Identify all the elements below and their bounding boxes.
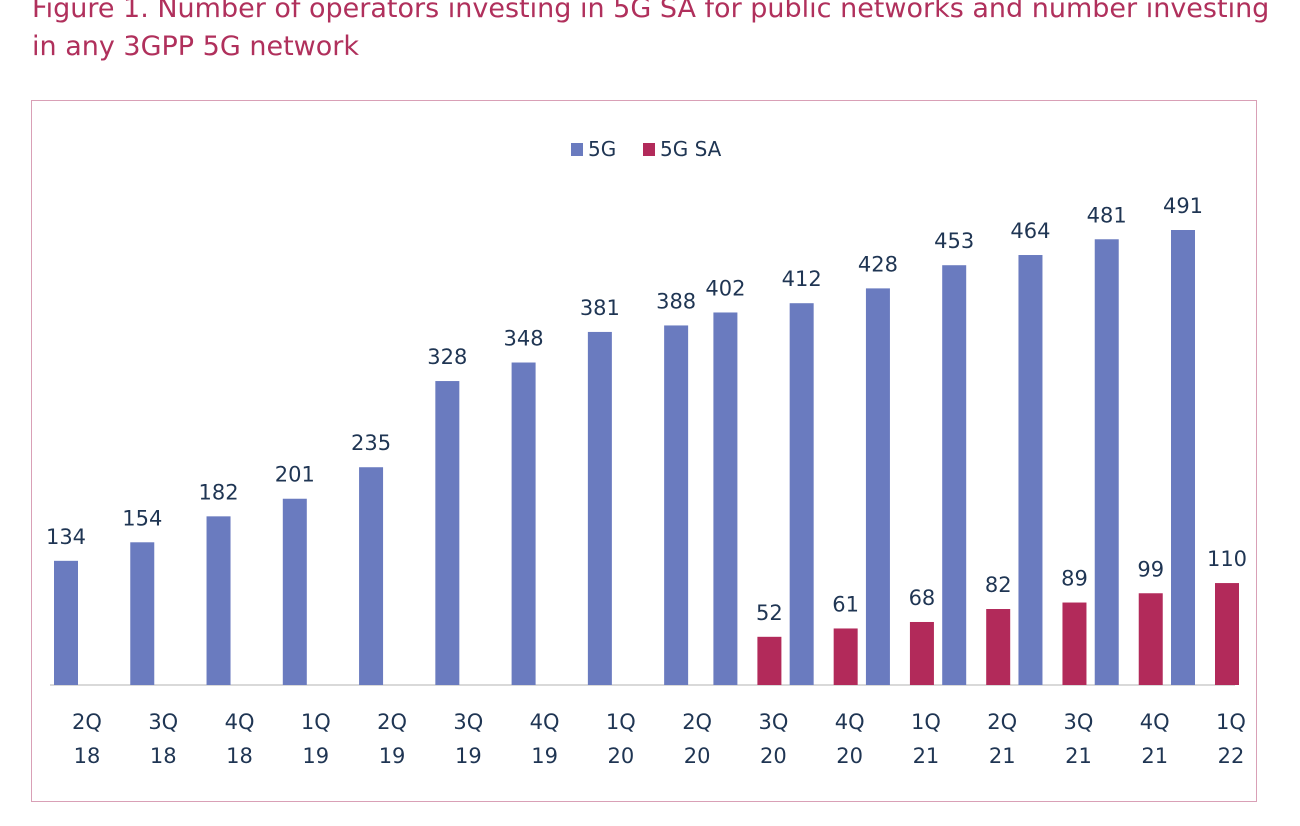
x-tick-label-quarter: 2Q (682, 710, 712, 734)
x-tick-label-quarter: 2Q (72, 710, 102, 734)
bar-5g-3q20 (713, 312, 738, 685)
x-tick-label-year: 18 (226, 744, 253, 768)
x-tick-label-quarter: 4Q (225, 710, 255, 734)
x-tick-label-quarter: 4Q (530, 710, 560, 734)
bar-5g-sa-4q20 (833, 628, 858, 685)
x-tick-label-quarter: 3Q (1064, 710, 1094, 734)
data-label-5g-sa-3q20: 52 (756, 601, 783, 625)
data-label-5g-3q21: 464 (1010, 219, 1050, 243)
data-label-5g-2q20: 388 (656, 289, 696, 313)
data-label-5g-sa-4q21: 99 (1137, 557, 1164, 581)
bar-5g-sa-1q21 (909, 621, 934, 685)
legend-swatch-5g-sa (643, 143, 655, 156)
bar-5g-3q19 (435, 381, 460, 685)
data-label-5g-sa-3q21: 89 (1061, 567, 1088, 591)
data-label-5g-4q20: 412 (782, 267, 822, 291)
figure-title: Figure 1. Number of operators investing … (32, 0, 1270, 62)
bar-5g-sa-2q21 (986, 609, 1011, 685)
legend-label-5g: 5G (588, 137, 616, 161)
x-tick-label-year: 20 (684, 744, 711, 768)
data-label-5g-1q19: 201 (275, 463, 315, 487)
bar-5g-1q20 (587, 331, 612, 685)
data-label-5g-1q21: 428 (858, 252, 898, 276)
x-tick-label-quarter: 2Q (377, 710, 407, 734)
bar-5g-4q21 (1094, 239, 1119, 686)
data-label-5g-4q18: 182 (198, 480, 238, 504)
bar-5g-sa-4q21 (1138, 593, 1163, 685)
data-label-5g-1q20: 381 (580, 296, 620, 320)
data-label-5g-2q21: 453 (934, 229, 974, 253)
data-label-5g-sa-2q21: 82 (985, 573, 1012, 597)
x-tick-label-year: 18 (150, 744, 177, 768)
bar-5g-4q18 (206, 516, 231, 685)
x-tick-label-year: 20 (760, 744, 787, 768)
x-tick-label-quarter: 1Q (1216, 710, 1246, 734)
x-tick-label-year: 22 (1218, 744, 1245, 768)
legend-label-5g-sa: 5G SA (660, 137, 722, 161)
x-tick-label-quarter: 3Q (758, 710, 788, 734)
bar-5g-sa-3q21 (1062, 602, 1087, 685)
data-label-5g-1q22: 491 (1163, 194, 1203, 218)
x-tick-label-year: 21 (989, 744, 1016, 768)
x-tick-label-year: 18 (74, 744, 101, 768)
x-tick-label-quarter: 2Q (987, 710, 1017, 734)
x-tick-label-quarter: 4Q (1140, 710, 1170, 734)
x-tick-label-quarter: 3Q (453, 710, 483, 734)
data-label-5g-2q18: 134 (46, 525, 86, 549)
x-tick-label-year: 19 (379, 744, 406, 768)
data-label-5g-2q19: 235 (351, 431, 391, 455)
data-label-5g-sa-4q20: 61 (832, 592, 859, 616)
data-label-5g-sa-1q22: 110 (1207, 547, 1247, 571)
data-label-5g-4q19: 348 (504, 327, 544, 351)
x-tick-label-year: 20 (607, 744, 634, 768)
x-tick-label-quarter: 4Q (835, 710, 865, 734)
bar-5g-1q19 (282, 498, 307, 685)
data-label-5g-3q19: 328 (427, 345, 467, 369)
bar-5g-sa-1q22 (1215, 583, 1239, 685)
bar-5g-1q22 (1171, 230, 1195, 685)
bar-5g-4q20 (789, 303, 814, 685)
bar-5g-2q21 (942, 265, 967, 685)
x-tick-label-quarter: 3Q (148, 710, 178, 734)
bar-5g-1q21 (865, 288, 890, 685)
x-tick-label-quarter: 1Q (606, 710, 636, 734)
bar-chart: 5G 5G SA 134 2Q 18 154 3Q 18 182 4Q 18 201 1Q 19 235 2Q… (46, 137, 1247, 768)
x-tick-label-year: 21 (1065, 744, 1092, 768)
bar-5g-3q18 (130, 542, 155, 685)
legend-swatch-5g (571, 143, 583, 156)
x-tick-label-year: 19 (531, 744, 558, 768)
x-tick-label-year: 21 (913, 744, 940, 768)
bar-5g-sa-3q20 (757, 636, 782, 685)
bar-5g-2q20 (664, 325, 689, 685)
x-tick-label-quarter: 1Q (911, 710, 941, 734)
bar-5g-4q19 (511, 362, 536, 685)
x-tick-label-quarter: 1Q (301, 710, 331, 734)
data-label-5g-sa-1q21: 68 (909, 586, 936, 610)
x-tick-label-year: 20 (836, 744, 863, 768)
x-tick-label-year: 19 (302, 744, 329, 768)
x-tick-label-year: 19 (455, 744, 482, 768)
data-label-5g-3q20: 402 (705, 276, 745, 300)
bar-5g-3q21 (1018, 255, 1043, 685)
chart-frame: 5G 5G SA 134 2Q 18 154 3Q 18 182 4Q 18 201 1Q 19 235 2Q… (31, 100, 1257, 802)
bar-5g-2q19 (359, 467, 384, 685)
x-tick-label-year: 21 (1141, 744, 1168, 768)
data-label-5g-3q18: 154 (122, 506, 162, 530)
data-label-5g-4q21: 481 (1087, 203, 1127, 227)
bar-5g-2q18 (54, 560, 78, 685)
